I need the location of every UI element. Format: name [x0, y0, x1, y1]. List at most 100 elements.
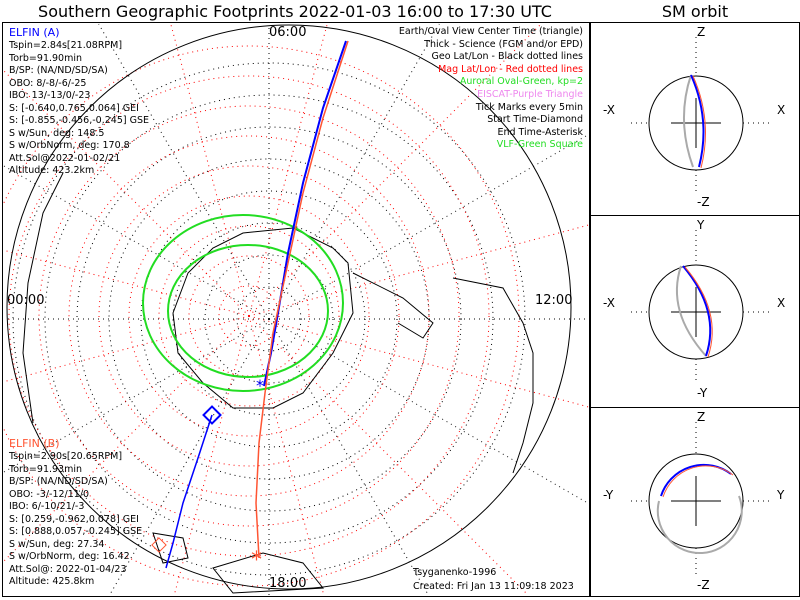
geo-lon-line [3, 318, 270, 473]
legend: Earth/Oval View Center Time (triangle) Th… [399, 26, 583, 152]
elfin-a-track-2 [165, 414, 213, 569]
elfin-a-line: Altitude: 423.2km [9, 165, 95, 176]
mag-lon-line [173, 315, 250, 596]
mag-lat-circle [158, 225, 340, 407]
mag-lat-circle [8, 75, 490, 557]
plot-title: Southern Geographic Footprints 2022-01-0… [38, 2, 552, 21]
legend-item: Thick - Science (FGM and/or EPD) [424, 38, 583, 50]
geo-lon-line [268, 318, 589, 504]
auroral-oval-inner [167, 244, 329, 378]
mag-lon-line [170, 23, 250, 317]
elfin-b-start-diamond [151, 537, 167, 553]
mag-lon-line [248, 224, 589, 317]
elfin-a-info: ELFIN (A) Tspin=2.84s[21.08RPM] Torb=91.9… [9, 26, 149, 178]
elfin-a-line: B/SP: (NA/ND/SD/SA) [9, 65, 108, 76]
axis-top: Z [697, 25, 706, 39]
elfin-b-info: ELFIN (B) Tspin=2.90s[20.65RPM] Torb=91.9… [9, 437, 142, 589]
legend-item: Auroral Oval-Green, kp=2 [459, 76, 583, 88]
elfin-a-line: Att.Sol@2022-01-02/21 [9, 152, 121, 164]
antarctica-coastline [172, 227, 354, 409]
time-label-top: 06:00 [269, 25, 307, 40]
geo-lon-line [109, 318, 270, 596]
axis-top: Z [697, 410, 706, 424]
elfin-b-line: Torb=91.93min [9, 463, 83, 475]
peninsula-coastline [352, 272, 434, 339]
elfin-b-name: ELFIN (B) [9, 437, 60, 450]
axis-bottom: -Z [697, 195, 710, 209]
axis-right: X [777, 103, 786, 117]
elfin-b-line: S w/OrbNorm, deg: 16.42 [9, 551, 130, 562]
geo-lat-circle [204, 254, 334, 384]
geo-lon-line [3, 165, 270, 320]
legend-item: Earth/Oval View Center Time (triangle) [398, 26, 583, 37]
footer: Tsyganenko-1996 Created: Fri Jan 13 11:0… [413, 566, 574, 594]
elfin-a-line: IBO: 13/-13/0/-23 [9, 90, 91, 101]
elfin-b-line: Tspin=2.90s[20.65RPM] [9, 451, 123, 462]
orbit-panel-xz: Z -Z -X X [590, 22, 800, 216]
mag-lat-circle [128, 195, 370, 437]
mag-lon-line [248, 315, 589, 408]
elfin-b-line: Altitude: 425.8km [9, 576, 95, 587]
legend-item: Start Time-Diamond [487, 114, 583, 126]
elfin-a-track [263, 40, 347, 387]
legend-item: EISCAT-Purple Triangle [477, 88, 583, 100]
geo-lon-line [268, 23, 440, 320]
elfin-b-line: S w/Sun, deg: 27.34 [9, 538, 105, 550]
axis-bottom: -Z [697, 578, 710, 592]
axis-right: Y [777, 488, 785, 502]
geo-lon-line [268, 318, 429, 596]
orbit-panel-yz: Z -Z -Y Y [590, 407, 800, 597]
mag-lat-circle [38, 105, 460, 527]
elfin-b-orbit [692, 75, 706, 169]
axis-right: X [777, 296, 786, 310]
geo-lat-circle [76, 126, 462, 512]
orbit-panel-xy: Y -Y -X X [590, 215, 800, 408]
mag-lat-circle [188, 255, 310, 377]
elfin-a-line: S w/Sun, deg: 148.5 [9, 127, 105, 139]
geo-lat-circle [44, 94, 494, 544]
africa-coastline [22, 172, 64, 424]
geo-lat-circle [236, 286, 302, 352]
elfin-b-line: Att.Sol@: 2022-01-04/23 [9, 563, 127, 575]
elfin-b-line: S: [0.888,0.057,-0.245] GSE [9, 526, 143, 537]
elfin-b-line: B/SP: (NA/ND/SD/SA) [9, 476, 108, 487]
elfin-b-line: S: [0.259,-0.962,0.078] GEI [9, 513, 139, 525]
legend-item: Tick Marks every 5min [475, 101, 583, 113]
earth-limb [6, 24, 572, 590]
mag-lat-circle [218, 285, 280, 347]
elfin-a-line: S w/OrbNorm, deg: 170.8 [9, 140, 130, 151]
axis-left: -X [603, 296, 615, 310]
axis-top: Y [697, 218, 705, 232]
legend-item: End Time-Asterisk [497, 126, 583, 138]
elfin-a-line: OBO: 8/-8/-6/-25 [9, 77, 87, 89]
time-label-bottom: 18:00 [269, 576, 307, 591]
australia-coastline [152, 532, 324, 594]
mag-lat-circle [98, 165, 400, 467]
elfin-a-orbit [690, 74, 705, 168]
elfin-b-orbit [662, 465, 734, 498]
mag-lat-circle [68, 135, 430, 497]
elfin-b-track [255, 40, 349, 559]
orbit-title: SM orbit [661, 2, 729, 21]
legend-item: VLF-Green Square [496, 139, 583, 151]
time-label-left: 00:00 [7, 293, 45, 308]
created-label: Created: Fri Jan 13 11:09:18 2023 [413, 581, 574, 592]
geo-lon-line [98, 23, 270, 320]
mag-lon-line [248, 23, 328, 317]
elfin-b-line: OBO: -3/-12/11/0 [9, 488, 90, 500]
elfin-b-orbit [684, 266, 713, 358]
orbit-path-gray [675, 265, 707, 357]
axis-bottom: -Y [697, 386, 708, 400]
footprint-map: * * ELFIN (A) Tspin=2.84s[21.08RPM] Torb=9… [2, 22, 590, 597]
elfin-a-line: Torb=91.90min [9, 52, 83, 64]
geo-lat-circle [140, 190, 398, 448]
geo-lon-line [268, 134, 589, 320]
elfin-b-line: IBO: 6/-10/21/-3 [9, 501, 85, 512]
axis-left: -X [603, 103, 615, 117]
south-america-coastline [452, 277, 534, 474]
orbit-path-gray [656, 495, 743, 554]
polar-map: ** [3, 23, 589, 596]
legend-item: Mag Lat/Lon - Red dotted lines [438, 63, 583, 75]
elfin-b-end-asterisk: * [251, 548, 262, 573]
axis-left: -Y [603, 488, 614, 502]
